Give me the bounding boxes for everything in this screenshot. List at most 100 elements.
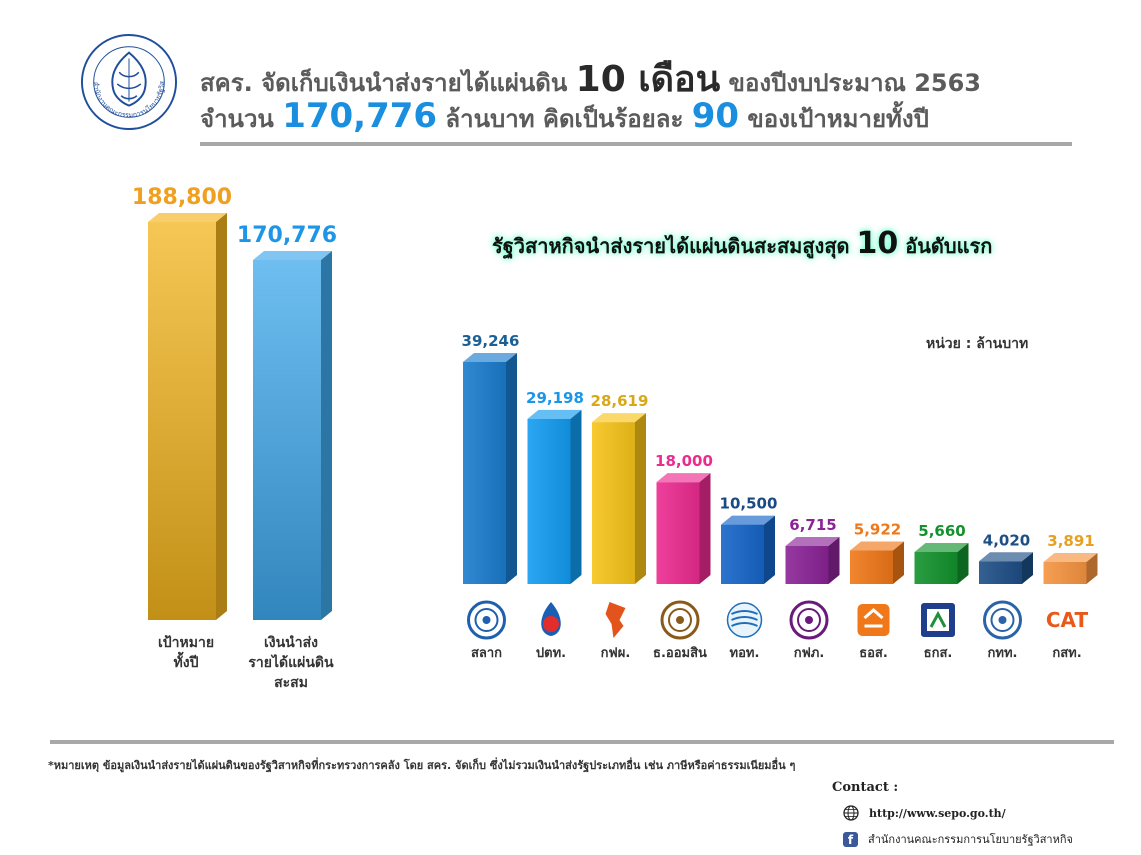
facebook-link[interactable]: สำนักงานคณะกรรมการนโยบายรัฐวิสาหกิจ	[868, 833, 1073, 846]
ghb-logo-icon	[857, 604, 890, 636]
footer-divider	[50, 740, 1114, 744]
summary-category-label: รายได้แผ่นดิน	[248, 653, 334, 671]
headline-text: ของปีงบประมาณ 2563	[728, 69, 982, 97]
sepo-seal-logo: สำนักงานคณะกรรมการนโยบายรัฐวิสาหกิจ	[80, 33, 178, 131]
summary-bar-front	[148, 222, 216, 620]
subtitle-text: รัฐวิสาหกิจนำส่งรายได้แผ่นดินสะสมสูงสุด	[492, 234, 850, 258]
soe-bar-top	[785, 537, 840, 547]
globe-icon	[843, 805, 859, 821]
cat-logo-icon: CAT	[1046, 608, 1089, 632]
soe-bar	[721, 515, 775, 584]
soe-bar-top	[850, 541, 904, 551]
soe-bar	[527, 409, 582, 584]
headline-percent: 90	[691, 96, 740, 136]
headline-text: ล้านบาท คิดเป็นร้อยละ	[445, 105, 684, 133]
soe-bar-front	[463, 362, 506, 584]
subtitle-text: อันดับแรก	[905, 234, 993, 258]
soe-bar-side	[893, 541, 904, 584]
soe-bar	[592, 413, 646, 584]
facebook-icon: f	[843, 831, 858, 847]
summary-category-label: ทั้งปี	[174, 651, 199, 671]
contact-website-row: http://www.sepo.go.th/	[843, 805, 1006, 821]
summary-bar	[148, 213, 227, 620]
soe-bar-side	[699, 473, 711, 584]
soe-bar-side	[828, 537, 840, 584]
soe-value-label: 5,660	[918, 522, 965, 540]
soe-bar-side	[506, 353, 517, 584]
soe-bar-top	[656, 473, 711, 483]
ptt-logo-icon	[541, 602, 561, 636]
soe-value-label: 18,000	[655, 452, 713, 470]
summary-bar-top	[253, 250, 332, 260]
soe-category-label: กทท.	[988, 646, 1018, 661]
soe-bar	[979, 552, 1033, 584]
headline-amount: 170,776	[282, 96, 438, 136]
soe-bar-side	[635, 413, 646, 584]
soe-bar-front	[592, 422, 635, 584]
summary-bar-front	[253, 259, 321, 620]
contact-label: Contact :	[832, 780, 899, 795]
soe-bar-front	[1043, 561, 1087, 584]
salak-logo-icon	[467, 600, 506, 640]
bar-charts: 188,800 เป้าหมายทั้งปี 170,776 เงินนำส่งราย…	[132, 185, 1098, 691]
headline-text: จำนวน	[200, 105, 274, 133]
soe-category-label: ธอส.	[859, 646, 888, 661]
soe-bar-top	[1043, 552, 1098, 562]
soe-bar-side	[764, 515, 775, 584]
soe-value-label: 29,198	[526, 389, 584, 407]
soe-bar-front	[527, 418, 571, 584]
baac-logo-icon	[921, 603, 955, 637]
soe-bar-front	[914, 551, 958, 584]
gsb-logo-icon	[660, 600, 700, 640]
soe-value-label: 4,020	[983, 531, 1030, 549]
soe-bar	[463, 353, 517, 584]
headline-months: 10 เดือน	[575, 59, 721, 100]
summary-bar-side	[216, 213, 227, 620]
soe-category-label: ธกส.	[924, 646, 953, 661]
soe-bar-front	[656, 482, 700, 584]
soe-bar-top	[979, 552, 1033, 562]
soe-bar	[656, 473, 711, 584]
soe-bar-front	[979, 561, 1022, 584]
soe-value-label: 3,891	[1047, 532, 1094, 550]
soe-bar	[785, 537, 840, 584]
headline-text: สคร. จัดเก็บเงินนำส่งรายได้แผ่นดิน	[200, 69, 568, 97]
headline-line-2: จำนวน 170,776 ล้านบาท คิดเป็นร้อยละ 90 ข…	[200, 96, 929, 138]
soe-category-label: สลาก	[471, 646, 502, 661]
pea-logo-icon	[789, 600, 829, 640]
summary-bar-side	[321, 250, 332, 620]
soe-value-label: 6,715	[789, 516, 836, 534]
soe-category-label: ปตท.	[536, 646, 566, 661]
soe-bar-top	[463, 353, 517, 362]
cat-logo-text: CAT	[1046, 608, 1089, 632]
footnote: *หมายเหตุ ข้อมูลเงินนำส่งรายได้แผ่นดินขอ…	[48, 759, 796, 772]
soe-value-label: 39,246	[462, 332, 520, 350]
soe-value-label: 28,619	[591, 392, 649, 410]
soe-category-label: ทอท.	[730, 646, 760, 661]
soe-bar-top	[721, 515, 775, 525]
soe-bar-front	[785, 546, 829, 584]
soe-bar-front	[721, 524, 764, 584]
egat-logo-icon	[605, 602, 626, 638]
soe-category-label: กสท.	[1052, 646, 1081, 661]
soe-bar	[1043, 552, 1098, 584]
headline-text: ของเป้าหมายทั้งปี	[747, 105, 929, 133]
summary-category-label: สะสม	[274, 675, 308, 691]
soe-category-label: กฟภ.	[794, 646, 825, 661]
aot-logo-icon	[726, 602, 763, 638]
soe-bar	[850, 541, 904, 584]
contact-facebook-row: f สำนักงานคณะกรรมการนโยบายรัฐวิสาหกิจ	[843, 830, 1073, 848]
soe-bar-side	[1086, 552, 1098, 584]
soe-bar-front	[850, 550, 893, 584]
header-divider	[200, 142, 1072, 146]
website-link[interactable]: http://www.sepo.go.th/	[869, 806, 1006, 820]
summary-category-label: เป้าหมาย	[158, 635, 214, 651]
unit-label: หน่วย : ล้านบาท	[926, 336, 1029, 352]
summary-value-label: 170,776	[237, 223, 337, 248]
soe-bar-side	[1022, 552, 1033, 584]
summary-value-label: 188,800	[132, 185, 232, 210]
soe-bar-top	[914, 542, 969, 552]
pat-logo-icon	[983, 600, 1022, 640]
soe-bar-side	[570, 409, 582, 584]
soe-category-label: กฟผ.	[601, 646, 631, 661]
